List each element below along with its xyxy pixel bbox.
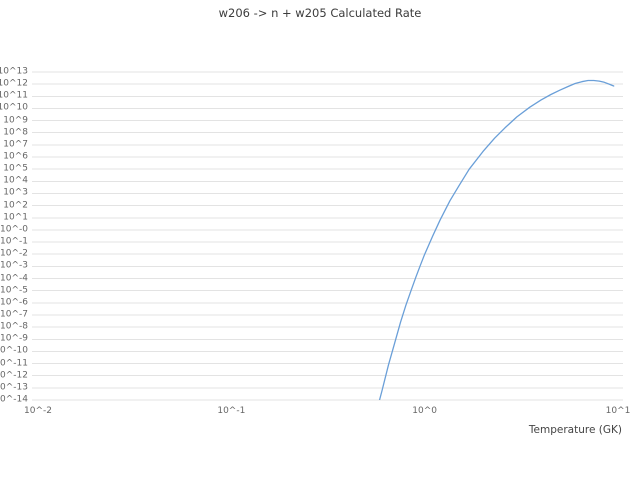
rate-curve [378, 79, 615, 400]
x-axis-label: Temperature (GK) [528, 424, 622, 436]
chart-title: w206 -> n + w205 Calculated Rate [218, 6, 422, 20]
